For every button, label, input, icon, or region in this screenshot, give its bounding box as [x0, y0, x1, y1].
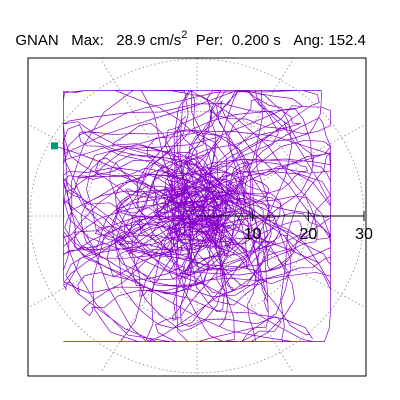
end-marker-square	[50, 142, 58, 150]
chart-header: GNAN Max: 28.9 cm/s2 Per: 0.200 s Ang: 1…	[7, 15, 366, 49]
grid-spoke-60	[196, 59, 294, 217]
station-code: GNAN	[15, 32, 59, 49]
grid-spoke-120	[100, 59, 198, 217]
plot-frame-border	[27, 57, 367, 377]
max-label: Max:	[71, 32, 104, 49]
max-value: 28.9 cm/s	[116, 32, 182, 49]
angle-value: 152.4	[328, 32, 366, 49]
trace-excursion-4	[202, 210, 228, 327]
trace-path	[62, 89, 332, 342]
radial-axis: 10 20 30	[197, 211, 373, 243]
trace-excursion-2	[208, 220, 320, 264]
radial-tick-label-20: 20	[299, 226, 317, 243]
radial-tick-label-30: 30	[355, 226, 373, 243]
grid-spoke-300	[196, 215, 294, 373]
trace-excursion-5	[116, 194, 192, 218]
end-marker	[50, 142, 58, 150]
period-label: Per:	[195, 32, 224, 49]
grid-spoke-240	[100, 215, 198, 373]
period-value: 0.200 s	[231, 32, 281, 49]
trace-excursion-3	[176, 116, 198, 217]
trace-excursion-1	[54, 145, 181, 206]
radial-tick-label-10: 10	[244, 226, 262, 243]
max-exponent: 2	[181, 29, 188, 41]
angle-label: Ang:	[293, 32, 325, 49]
